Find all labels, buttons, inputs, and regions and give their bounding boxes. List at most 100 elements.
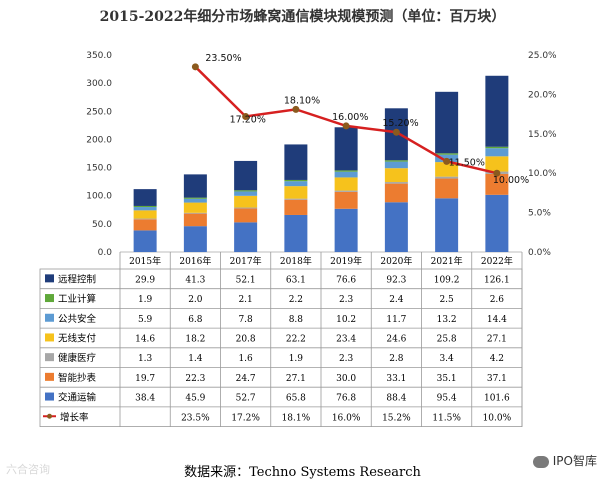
bar-segment xyxy=(133,230,157,252)
bar-segment xyxy=(384,202,408,252)
bar-segment xyxy=(334,208,358,252)
growth-point-label: 15.20% xyxy=(382,118,418,129)
legend-swatch xyxy=(45,313,54,322)
legend-label: 健康医疗 xyxy=(58,352,97,364)
bar-segment xyxy=(334,170,358,172)
growth-point-label: 11.50% xyxy=(449,157,485,168)
chart-title: 2015-2022年细分市场蜂窝通信模块规模预测（单位：百万块） xyxy=(99,9,506,25)
bar-segment xyxy=(485,194,509,252)
table-cell: 24.7 xyxy=(236,374,256,384)
table-cell: 38.4 xyxy=(135,394,155,404)
table-cell: 19.7 xyxy=(135,374,155,384)
bar-segment xyxy=(435,91,459,154)
table-cell: 76.8 xyxy=(336,394,356,404)
bar-segment xyxy=(234,190,258,192)
table-cell: 41.3 xyxy=(185,275,205,285)
table-cell: 37.1 xyxy=(487,374,507,384)
table-cell: 52.7 xyxy=(236,394,256,404)
table-cell: 5.9 xyxy=(138,315,153,325)
watermark-right: IPO智库 xyxy=(532,452,597,469)
table-cell: 14.6 xyxy=(135,334,155,344)
y-tick-label: 0.0 xyxy=(98,248,113,258)
growth-point xyxy=(191,63,199,71)
table-cell: 24.6 xyxy=(386,334,406,344)
legend-label: 工业计算 xyxy=(58,293,96,305)
legend-label: 智能抄表 xyxy=(58,372,97,384)
bar-segment xyxy=(234,222,258,252)
table-cell: 2.3 xyxy=(339,354,354,364)
growth-point-label: 17.20% xyxy=(230,114,266,125)
table-cell: 2.2 xyxy=(289,295,303,305)
bar-segment xyxy=(234,191,258,196)
growth-point-label: 10.00% xyxy=(493,175,529,186)
table-cell: 3.4 xyxy=(439,354,454,364)
bar-segment xyxy=(133,218,157,220)
bar-segment xyxy=(334,177,358,191)
category-label: 2020年 xyxy=(380,255,412,267)
bar-segment xyxy=(183,198,207,203)
bar-segment xyxy=(183,213,207,227)
category-label: 2019年 xyxy=(330,255,362,267)
bar-segment xyxy=(133,210,157,219)
bar-segment xyxy=(183,226,207,252)
bar-segment xyxy=(435,176,459,179)
bar-segment xyxy=(284,186,308,199)
bar-segment xyxy=(284,179,308,182)
bar-segment xyxy=(284,214,308,252)
table-cell: 2.1 xyxy=(238,295,252,305)
legend-label: 交通运输 xyxy=(58,392,97,404)
legend-swatch xyxy=(45,274,54,283)
growth-point-label: 18.10% xyxy=(284,95,320,106)
table-cell: 10.0% xyxy=(483,413,512,423)
legend-label: 远程控制 xyxy=(58,273,96,285)
table-cell: 2.0 xyxy=(188,295,203,305)
table-cell: 22.3 xyxy=(185,374,205,384)
table-cell: 33.1 xyxy=(386,374,406,384)
bar-segment xyxy=(384,168,408,183)
table-cell: 88.4 xyxy=(386,394,406,404)
y2-tick-label: 25.0% xyxy=(528,51,557,61)
source-note: 数据来源：Techno Systems Research xyxy=(184,465,421,480)
bar-segment xyxy=(485,75,509,147)
bar-segment xyxy=(234,195,258,208)
growth-point-label: 23.50% xyxy=(205,53,241,64)
legend-label: 公共安全 xyxy=(58,313,97,325)
y-tick-label: 350.0 xyxy=(86,51,112,61)
growth-point xyxy=(493,169,501,177)
y2-tick-label: 5.0% xyxy=(528,209,551,219)
table-cell: 2.3 xyxy=(339,295,354,305)
growth-point xyxy=(342,122,350,130)
bar-segment xyxy=(284,181,308,187)
table-cell: 17.2% xyxy=(231,413,260,423)
y-tick-label: 250.0 xyxy=(86,107,112,117)
bar-segment xyxy=(334,171,358,178)
bar-segment xyxy=(384,182,408,184)
table-cell: 7.8 xyxy=(238,315,253,325)
bar-segment xyxy=(435,198,459,252)
table-cell: 30.0 xyxy=(336,374,356,384)
table-cell: 18.2 xyxy=(185,334,205,344)
axes: 0.0 50.0 100.0 150.0 200.0 250.0 300.0 350.0 0.0… xyxy=(86,51,557,258)
bar-segment xyxy=(284,198,308,200)
table-cell: 1.9 xyxy=(138,295,153,305)
legend-label: 无线支付 xyxy=(58,332,97,344)
bar-segment xyxy=(334,127,358,171)
table-cell: 95.4 xyxy=(437,394,457,404)
bar-segment xyxy=(234,208,258,223)
growth-point xyxy=(242,112,250,120)
table-cell: 1.9 xyxy=(289,354,304,364)
table-cell: 22.2 xyxy=(286,334,306,344)
bar-segment xyxy=(183,197,207,199)
bar-segment xyxy=(133,207,157,211)
bar-segment xyxy=(485,148,509,157)
y-tick-label: 300.0 xyxy=(86,79,112,89)
legend-label: 增长率 xyxy=(60,411,89,423)
table-cell: 2.6 xyxy=(490,295,505,305)
table-cell: 65.8 xyxy=(286,394,306,404)
table-cell: 1.3 xyxy=(138,354,153,364)
table-cell: 52.1 xyxy=(236,275,256,285)
bar-segment xyxy=(435,153,459,155)
bar-segment xyxy=(384,161,408,169)
table-cell: 1.6 xyxy=(238,354,253,364)
table-cell: 11.7 xyxy=(386,315,406,325)
